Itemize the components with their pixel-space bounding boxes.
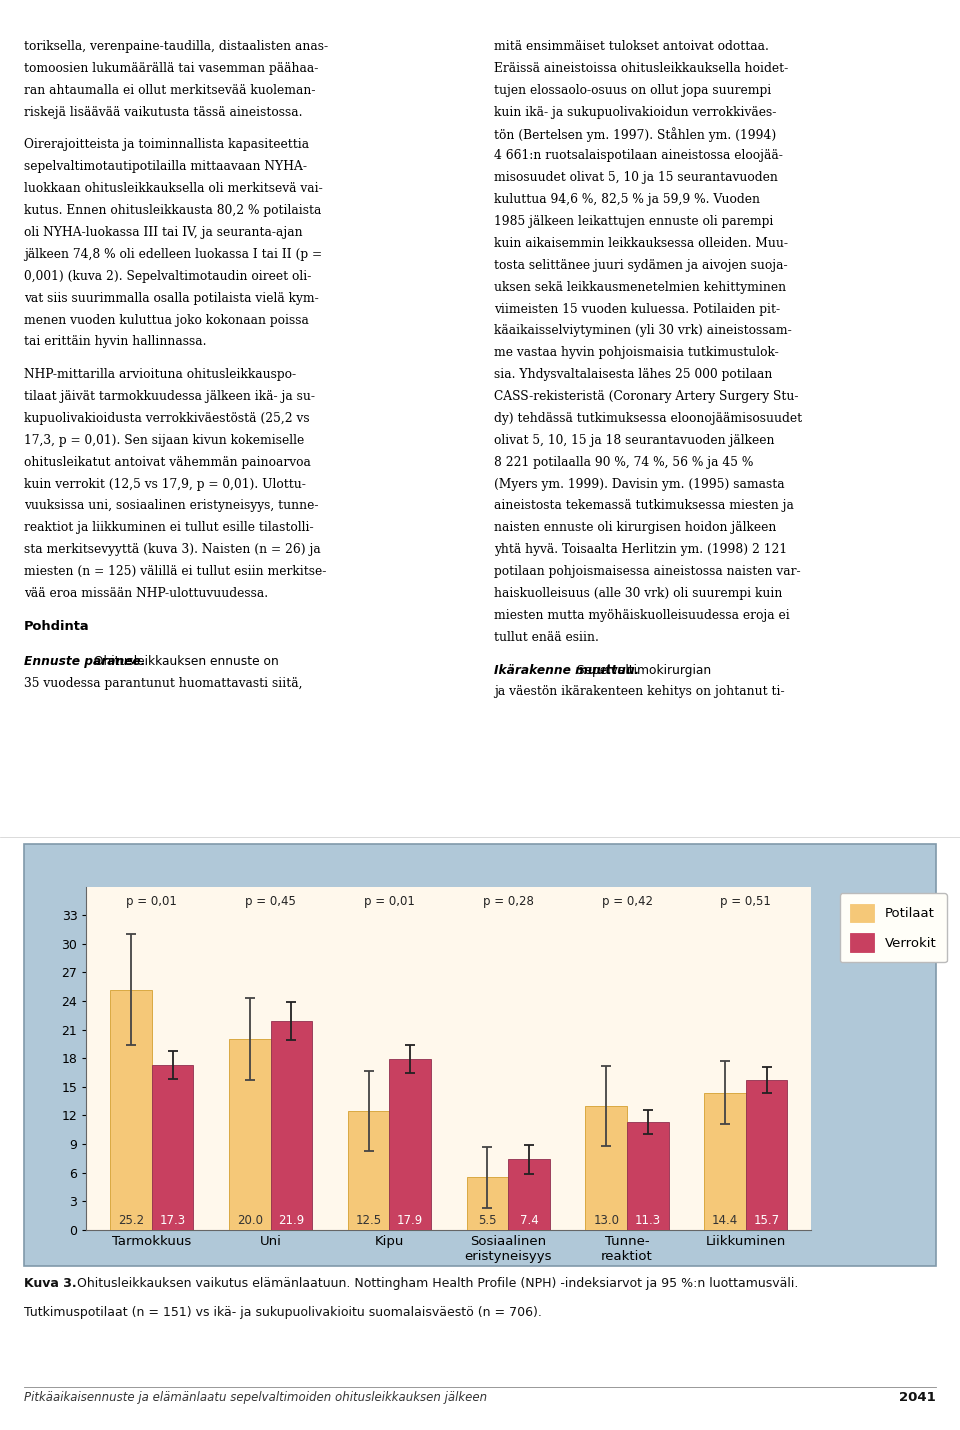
Text: ohitusleikatut antoivat vähemmän painoarvoa: ohitusleikatut antoivat vähemmän painoar… bbox=[24, 456, 311, 469]
Legend: Potilaat, Verrokit: Potilaat, Verrokit bbox=[840, 894, 947, 962]
Text: kuluttua 94,6 %, 82,5 % ja 59,9 %. Vuoden: kuluttua 94,6 %, 82,5 % ja 59,9 %. Vuode… bbox=[494, 193, 760, 206]
Text: 12.5: 12.5 bbox=[355, 1214, 382, 1227]
Text: ran ahtaumalla ei ollut merkitsevää kuoleman-: ran ahtaumalla ei ollut merkitsevää kuol… bbox=[24, 84, 316, 97]
Text: 21.9: 21.9 bbox=[278, 1214, 304, 1227]
Text: 0,001) (kuva 2). Sepelvaltimotaudin oireet oli-: 0,001) (kuva 2). Sepelvaltimotaudin oire… bbox=[24, 270, 311, 283]
Bar bbox=[390, 1060, 431, 1230]
Text: p = 0,28: p = 0,28 bbox=[483, 895, 534, 908]
Text: naisten ennuste oli kirurgisen hoidon jälkeen: naisten ennuste oli kirurgisen hoidon jä… bbox=[494, 522, 777, 535]
Text: olivat 5, 10, 15 ja 18 seurantavuoden jälkeen: olivat 5, 10, 15 ja 18 seurantavuoden jä… bbox=[494, 433, 775, 446]
Text: oli NYHA-luokassa III tai IV, ja seuranta-ajan: oli NYHA-luokassa III tai IV, ja seurant… bbox=[24, 226, 302, 239]
Text: Oirerajoitteista ja toiminnallista kapasiteettia: Oirerajoitteista ja toiminnallista kapas… bbox=[24, 139, 309, 152]
Text: toriksella, verenpaine-taudilla, distaalisten anas-: toriksella, verenpaine-taudilla, distaal… bbox=[24, 40, 328, 53]
Text: kuin ikä- ja sukupuolivakioidun verrokkiväes-: kuin ikä- ja sukupuolivakioidun verrokki… bbox=[494, 106, 777, 119]
Text: p = 0,01: p = 0,01 bbox=[364, 895, 415, 908]
Text: vat siis suurimmalla osalla potilaista vielä kym-: vat siis suurimmalla osalla potilaista v… bbox=[24, 292, 319, 305]
Text: luokkaan ohitusleikkauksella oli merkitsevä vai-: luokkaan ohitusleikkauksella oli merkits… bbox=[24, 182, 323, 196]
Bar bbox=[467, 1177, 508, 1230]
Text: haiskuolleisuus (alle 30 vrk) oli suurempi kuin: haiskuolleisuus (alle 30 vrk) oli suurem… bbox=[494, 586, 782, 601]
Text: ja väestön ikärakenteen kehitys on johtanut ti-: ja väestön ikärakenteen kehitys on johta… bbox=[494, 685, 785, 698]
Text: dy) tehdässä tutkimuksessa eloonojäämisosuudet: dy) tehdässä tutkimuksessa eloonojäämiso… bbox=[494, 412, 803, 425]
Text: 4 661:n ruotsalaispotilaan aineistossa eloojää-: 4 661:n ruotsalaispotilaan aineistossa e… bbox=[494, 149, 783, 163]
Text: kuin verrokit (12,5 vs 17,9, p = 0,01). Ulottu-: kuin verrokit (12,5 vs 17,9, p = 0,01). … bbox=[24, 478, 306, 490]
Bar bbox=[508, 1160, 550, 1230]
Text: uksen sekä leikkausmenetelmien kehittyminen: uksen sekä leikkausmenetelmien kehittymi… bbox=[494, 280, 786, 293]
Bar bbox=[627, 1123, 668, 1230]
Text: reaktiot ja liikkuminen ei tullut esille tilastolli-: reaktiot ja liikkuminen ei tullut esille… bbox=[24, 522, 314, 535]
Text: tosta selittänee juuri sydämen ja aivojen suoja-: tosta selittänee juuri sydämen ja aivoje… bbox=[494, 259, 788, 272]
Text: vuuksissa uni, sosiaalinen eristyneisyys, tunne-: vuuksissa uni, sosiaalinen eristyneisyys… bbox=[24, 499, 319, 512]
Text: p = 0,51: p = 0,51 bbox=[720, 895, 771, 908]
Bar bbox=[271, 1021, 312, 1230]
Text: Ikärakenne muuttuu.: Ikärakenne muuttuu. bbox=[494, 664, 639, 676]
Bar bbox=[746, 1080, 787, 1230]
Text: jälkeen 74,8 % oli edelleen luokassa I tai II (p =: jälkeen 74,8 % oli edelleen luokassa I t… bbox=[24, 247, 323, 260]
Bar bbox=[586, 1105, 627, 1230]
Text: Ennuste paranee.: Ennuste paranee. bbox=[24, 655, 145, 668]
Text: Pitkäaikaisennuste ja elämänlaatu sepelvaltimoiden ohitusleikkauksen jälkeen: Pitkäaikaisennuste ja elämänlaatu sepelv… bbox=[24, 1391, 487, 1404]
Text: misosuudet olivat 5, 10 ja 15 seurantavuoden: misosuudet olivat 5, 10 ja 15 seurantavu… bbox=[494, 172, 779, 184]
Text: me vastaa hyvin pohjoismaisia tutkimustulok-: me vastaa hyvin pohjoismaisia tutkimustu… bbox=[494, 346, 780, 359]
Text: 13.0: 13.0 bbox=[593, 1214, 619, 1227]
Text: 35 vuodessa parantunut huomattavasti siitä,: 35 vuodessa parantunut huomattavasti sii… bbox=[24, 676, 302, 689]
Text: vää eroa missään NHP-ulottuvuudessa.: vää eroa missään NHP-ulottuvuudessa. bbox=[24, 586, 268, 601]
Text: 17.3: 17.3 bbox=[159, 1214, 185, 1227]
Text: p = 0,42: p = 0,42 bbox=[602, 895, 653, 908]
Text: mitä ensimmäiset tulokset antoivat odottaa.: mitä ensimmäiset tulokset antoivat odott… bbox=[494, 40, 769, 53]
Text: käaikaisselviytyminen (yli 30 vrk) aineistossam-: käaikaisselviytyminen (yli 30 vrk) ainei… bbox=[494, 325, 792, 337]
Text: tön (Bertelsen ym. 1997). Ståhlen ym. (1994): tön (Bertelsen ym. 1997). Ståhlen ym. (1… bbox=[494, 127, 777, 143]
Text: p = 0,45: p = 0,45 bbox=[245, 895, 296, 908]
Text: 7.4: 7.4 bbox=[519, 1214, 539, 1227]
Text: 17,3, p = 0,01). Sen sijaan kivun kokemiselle: 17,3, p = 0,01). Sen sijaan kivun kokemi… bbox=[24, 433, 304, 446]
Text: Kuva 3.: Kuva 3. bbox=[24, 1277, 77, 1290]
Bar bbox=[110, 990, 152, 1230]
Text: Pohdinta: Pohdinta bbox=[24, 619, 89, 633]
Text: kupuolivakioidusta verrokkiväestöstä (25,2 vs: kupuolivakioidusta verrokkiväestöstä (25… bbox=[24, 412, 310, 425]
Text: viimeisten 15 vuoden kuluessa. Potilaiden pit-: viimeisten 15 vuoden kuluessa. Potilaide… bbox=[494, 303, 780, 316]
Text: tilaat jäivät tarmokkuudessa jälkeen ikä- ja su-: tilaat jäivät tarmokkuudessa jälkeen ikä… bbox=[24, 390, 315, 403]
Text: sepelvaltimotautipotilailla mittaavaan NYHA-: sepelvaltimotautipotilailla mittaavaan N… bbox=[24, 160, 307, 173]
Text: sia. Yhdysvaltalaisesta lähes 25 000 potilaan: sia. Yhdysvaltalaisesta lähes 25 000 pot… bbox=[494, 368, 773, 382]
Text: p = 0,01: p = 0,01 bbox=[127, 895, 178, 908]
Text: tujen elossaolo-osuus on ollut jopa suurempi: tujen elossaolo-osuus on ollut jopa suur… bbox=[494, 84, 772, 97]
Bar bbox=[229, 1040, 271, 1230]
Text: 14.4: 14.4 bbox=[712, 1214, 738, 1227]
Text: 11.3: 11.3 bbox=[635, 1214, 660, 1227]
Text: sta merkitsevyyttä (kuva 3). Naisten (n = 26) ja: sta merkitsevyyttä (kuva 3). Naisten (n … bbox=[24, 543, 321, 556]
Text: kuin aikaisemmin leikkauksessa olleiden. Muu-: kuin aikaisemmin leikkauksessa olleiden.… bbox=[494, 237, 788, 250]
Text: Sepelvaltimokirurgian: Sepelvaltimokirurgian bbox=[573, 664, 711, 676]
Text: Eräissä aineistoissa ohitusleikkauksella hoidet-: Eräissä aineistoissa ohitusleikkauksella… bbox=[494, 61, 789, 74]
Text: potilaan pohjoismaisessa aineistossa naisten var-: potilaan pohjoismaisessa aineistossa nai… bbox=[494, 565, 801, 578]
Text: 2041: 2041 bbox=[900, 1391, 936, 1404]
Text: 5.5: 5.5 bbox=[478, 1214, 496, 1227]
Text: tullut enää esiin.: tullut enää esiin. bbox=[494, 631, 599, 644]
Bar bbox=[705, 1093, 746, 1230]
Bar bbox=[348, 1111, 390, 1230]
Text: tai erittäin hyvin hallinnassa.: tai erittäin hyvin hallinnassa. bbox=[24, 336, 206, 349]
Text: Ohitusleikkauksen vaikutus elämänlaatuun. Nottingham Health Profile (NPH) -indek: Ohitusleikkauksen vaikutus elämänlaatuun… bbox=[73, 1277, 799, 1290]
Text: Tutkimuspotilaat (n = 151) vs ikä- ja sukupuolivakioitu suomalaisväestö (n = 706: Tutkimuspotilaat (n = 151) vs ikä- ja su… bbox=[24, 1306, 541, 1318]
Text: Ohitusleikkauksen ennuste on: Ohitusleikkauksen ennuste on bbox=[90, 655, 278, 668]
Text: riskejä lisäävää vaikutusta tässä aineistossa.: riskejä lisäävää vaikutusta tässä aineis… bbox=[24, 106, 302, 119]
Text: aineistosta tekemassä tutkimuksessa miesten ja: aineistosta tekemassä tutkimuksessa mies… bbox=[494, 499, 794, 512]
Text: CASS-rekisteristä (Coronary Artery Surgery Stu-: CASS-rekisteristä (Coronary Artery Surge… bbox=[494, 390, 799, 403]
Text: miesten mutta myöhäiskuolleisuudessa eroja ei: miesten mutta myöhäiskuolleisuudessa ero… bbox=[494, 609, 790, 622]
Text: 17.9: 17.9 bbox=[397, 1214, 423, 1227]
Text: tomoosien lukumäärällä tai vasemman päähaa-: tomoosien lukumäärällä tai vasemman pääh… bbox=[24, 61, 319, 74]
Text: menen vuoden kuluttua joko kokonaan poissa: menen vuoden kuluttua joko kokonaan pois… bbox=[24, 313, 309, 326]
Text: miesten (n = 125) välillä ei tullut esiin merkitse-: miesten (n = 125) välillä ei tullut esii… bbox=[24, 565, 326, 578]
Text: 25.2: 25.2 bbox=[118, 1214, 144, 1227]
Text: 8 221 potilaalla 90 %, 74 %, 56 % ja 45 %: 8 221 potilaalla 90 %, 74 %, 56 % ja 45 … bbox=[494, 456, 754, 469]
Text: 20.0: 20.0 bbox=[237, 1214, 263, 1227]
Text: yhtä hyvä. Toisaalta Herlitzin ym. (1998) 2 121: yhtä hyvä. Toisaalta Herlitzin ym. (1998… bbox=[494, 543, 787, 556]
Text: kutus. Ennen ohitusleikkausta 80,2 % potilaista: kutus. Ennen ohitusleikkausta 80,2 % pot… bbox=[24, 204, 322, 217]
Text: 1985 jälkeen leikattujen ennuste oli parempi: 1985 jälkeen leikattujen ennuste oli par… bbox=[494, 214, 774, 227]
Text: NHP-mittarilla arvioituna ohitusleikkauspo-: NHP-mittarilla arvioituna ohitusleikkaus… bbox=[24, 368, 296, 382]
Text: (Myers ym. 1999). Davisin ym. (1995) samasta: (Myers ym. 1999). Davisin ym. (1995) sam… bbox=[494, 478, 785, 490]
Text: 15.7: 15.7 bbox=[754, 1214, 780, 1227]
Bar bbox=[152, 1065, 193, 1230]
